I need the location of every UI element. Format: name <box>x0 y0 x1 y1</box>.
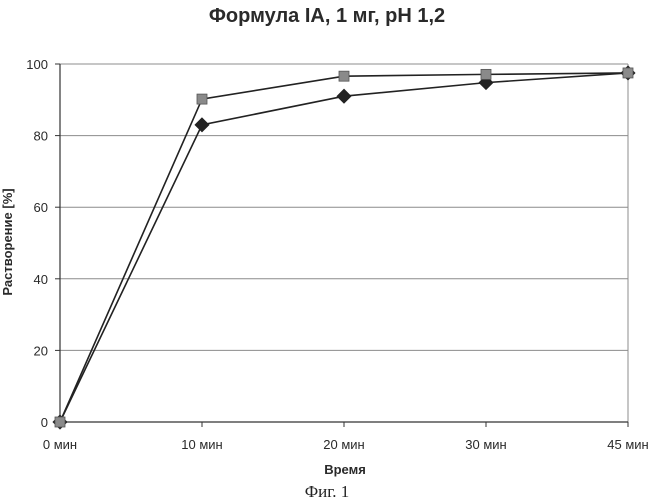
y-tick-label: 20 <box>34 343 48 358</box>
y-tick-label: 0 <box>41 415 48 430</box>
y-tick-label: 100 <box>26 57 48 72</box>
plot-area: 0 20 40 60 80 100 0 мин 10 мин 20 мин 30 мин 45 ми… <box>26 57 648 452</box>
x-tick-label: 20 мин <box>323 437 364 452</box>
series-line-2 <box>60 73 628 422</box>
y-tick-label: 80 <box>34 129 48 144</box>
x-tick-label: 45 мин <box>607 437 648 452</box>
y-tick-label: 40 <box>34 272 48 287</box>
x-axis-label: Время <box>324 462 366 477</box>
y-tick-label: 60 <box>34 200 48 215</box>
data-point-square <box>197 94 207 104</box>
figure-caption: Фиг. 1 <box>305 482 350 500</box>
data-point-square <box>623 68 633 78</box>
x-tick-label: 10 мин <box>181 437 222 452</box>
data-point-square <box>481 69 491 79</box>
series-line-1 <box>60 73 628 422</box>
x-tick-label: 0 мин <box>43 437 77 452</box>
data-point-square <box>339 71 349 81</box>
data-point-diamond <box>195 118 209 132</box>
chart-title: Формула IA, 1 мг, pH 1,2 <box>209 5 445 27</box>
data-point-diamond <box>337 89 351 103</box>
data-point-square <box>55 417 65 427</box>
x-tick-label: 30 мин <box>465 437 506 452</box>
y-axis-label: Растворение [%] <box>0 188 15 295</box>
